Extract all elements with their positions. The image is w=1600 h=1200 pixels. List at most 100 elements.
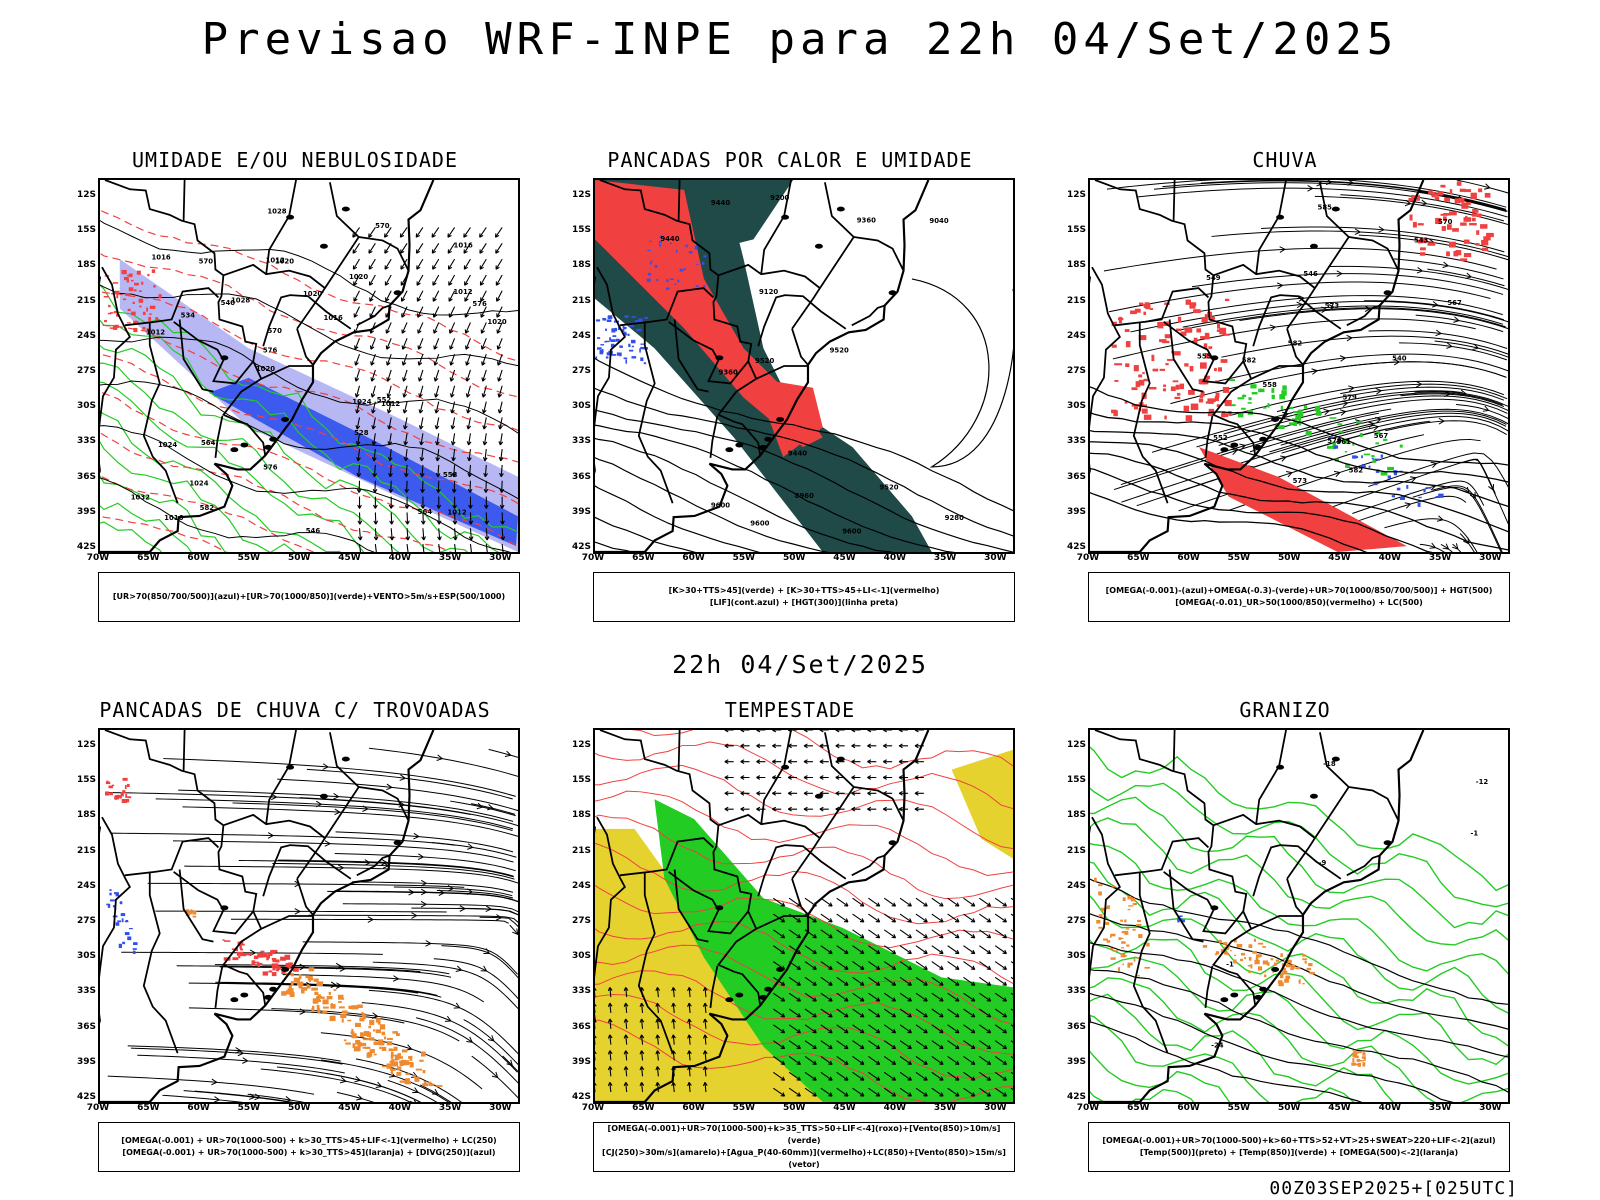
wind-vector	[883, 897, 897, 907]
border-line	[819, 182, 855, 289]
streamline-arrow	[1482, 405, 1490, 412]
streamline	[1239, 308, 1508, 330]
lake-mark	[1383, 290, 1392, 296]
humidity-contour-green	[100, 440, 296, 552]
omega-area-orange	[1290, 964, 1296, 969]
thunder-area-orange	[399, 1061, 404, 1066]
lake-mark	[1276, 214, 1285, 220]
lake-mark	[888, 290, 897, 296]
contour-label: 9440	[711, 199, 730, 207]
lifted-index-blue	[639, 348, 641, 353]
border-line	[182, 180, 186, 221]
streamline-arrow	[1452, 543, 1459, 550]
temp850-contour-green	[1090, 1014, 1355, 1102]
thunder-area-orange	[341, 1010, 348, 1014]
temp850-contour-green	[1090, 977, 1508, 1102]
contour-label: 534	[181, 311, 196, 319]
wind-vector	[465, 369, 471, 382]
latitude-tick-label: 33S	[76, 436, 96, 447]
latitude-tick-label: 27S	[76, 916, 96, 926]
omega-area-orange	[1357, 1051, 1362, 1054]
temp850-contour-green	[1090, 993, 1394, 1102]
lake-mark	[240, 992, 249, 998]
rain-patch-red	[1189, 365, 1194, 372]
wind-vector	[401, 353, 408, 366]
geopotential-contour	[1090, 386, 1508, 466]
wind-vector	[836, 1040, 849, 1050]
thunder-area-orange	[186, 911, 189, 915]
border-line	[1094, 180, 1257, 456]
thunder-area-orange	[409, 1062, 414, 1068]
omega-area-orange	[1354, 1051, 1359, 1054]
wind-vector	[979, 1024, 992, 1034]
thunder-area-red	[236, 951, 244, 956]
wind-vector	[464, 274, 471, 286]
rain-patch-red	[1143, 311, 1147, 315]
wind-vector	[915, 945, 928, 955]
omega-area-orange	[1267, 962, 1270, 966]
lifted-index-blue	[636, 328, 642, 332]
thunder-area-orange	[399, 1080, 406, 1083]
wind-vector	[466, 417, 472, 430]
lake-mark	[1271, 417, 1280, 422]
longitude-tick-label: 50W	[1277, 553, 1301, 563]
thunder-area-orange	[436, 1085, 443, 1087]
border-line	[1172, 180, 1176, 221]
thunder-area-red	[253, 955, 259, 960]
longitude-tick-label: 60W	[682, 1103, 705, 1113]
thunder-area-orange	[300, 989, 305, 994]
rain-patch-red	[1483, 236, 1491, 241]
latitude-tick-label: 42S	[76, 542, 96, 552]
wind-vector	[353, 274, 360, 286]
thunder-area-orange	[299, 984, 303, 989]
thunder-area-orange	[288, 990, 293, 995]
wind-vector	[803, 806, 813, 812]
wind-vector	[639, 1050, 645, 1061]
lake-mark	[836, 756, 845, 762]
panel-title: UMIDADE E/OU NEBULOSIDADE	[131, 148, 459, 172]
wind-vector	[1010, 1008, 1013, 1012]
border-line	[1114, 837, 1210, 877]
contour-label: -24	[1211, 1042, 1224, 1050]
wind-vector	[702, 1002, 708, 1014]
temp500-contour	[1090, 878, 1508, 1005]
rain-patch-red	[1208, 346, 1213, 349]
thunder-area-orange	[372, 1029, 376, 1032]
wind-vector	[883, 1056, 897, 1065]
wind-vector	[623, 1066, 629, 1077]
omega-patch-green	[1327, 445, 1333, 449]
longitude-tick-label: 70W	[86, 553, 110, 563]
wind-vector	[623, 1034, 629, 1045]
lake-mark	[759, 994, 768, 1000]
contour-label: 579	[1327, 437, 1342, 445]
wind-vector	[931, 945, 944, 955]
omega-area-orange	[1218, 939, 1222, 944]
latitude-tick-label: 42S	[571, 542, 591, 552]
lifted-index-blue	[634, 320, 641, 325]
thunder-area-orange	[377, 1039, 384, 1045]
map-canvas: 1012101210161020102010161012102010241028…	[100, 180, 518, 552]
streamline-arrow	[1280, 455, 1287, 462]
omega-patch-green	[1293, 421, 1298, 426]
wind-vector	[868, 992, 881, 1002]
thunder-area-red	[111, 784, 115, 787]
contour-label: -9	[1319, 859, 1327, 867]
humid-patch-red	[155, 317, 159, 321]
wind-vector	[788, 1008, 801, 1018]
precip-water-contour-red	[595, 884, 1013, 949]
wind-vector	[483, 496, 489, 509]
streamline	[163, 758, 516, 797]
legend-box: [OMEGA(-0.001)+UR>70(1000-500)+k>35_TTS>…	[593, 1122, 1015, 1172]
wind-vector	[915, 1024, 928, 1034]
wind-vector	[772, 759, 782, 765]
omega-patch-blue	[1352, 455, 1357, 459]
rain-patch-red	[1125, 341, 1131, 348]
thunder-area-red	[271, 963, 279, 968]
streamline-arrow	[411, 912, 417, 919]
streamline	[137, 1054, 345, 1074]
temp850-contour-green	[1090, 782, 1508, 908]
wind-vector	[671, 1034, 676, 1045]
omega-area-orange	[1097, 884, 1103, 887]
contour-label: 1020	[487, 318, 506, 326]
wind-vector	[452, 512, 458, 525]
